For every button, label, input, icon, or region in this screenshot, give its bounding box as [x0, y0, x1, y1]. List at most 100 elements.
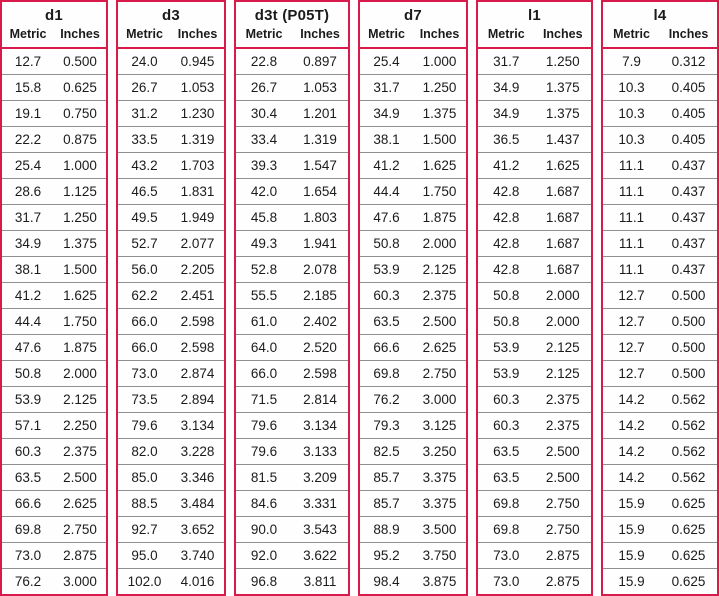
inches-value: 1.750: [422, 184, 457, 199]
metric-value: 95.2: [373, 548, 400, 563]
metric-value: 41.2: [493, 158, 520, 173]
table-row: 55.5 2.185: [236, 282, 348, 308]
metric-value: 30.4: [250, 106, 278, 121]
metric-value: 26.7: [131, 80, 158, 95]
inches-value: 3.134: [303, 418, 337, 433]
table-row: 41.2 1.625: [2, 282, 106, 308]
column-group-4: l1 Metric Inches 31.7 1.250 34.9 1.375 34.9 1.37…: [476, 0, 593, 596]
metric-value: 25.4: [14, 158, 42, 173]
inches-value: 3.740: [180, 548, 215, 563]
inches-value: 3.500: [422, 522, 457, 537]
metric-value: 31.7: [493, 54, 520, 69]
inches-value: 2.375: [422, 288, 457, 303]
metric-value: 55.5: [250, 288, 278, 303]
metric-value: 14.2: [618, 392, 645, 407]
table-row: 73.0 2.874: [118, 360, 224, 386]
group-title: d3t (P05T): [254, 7, 330, 24]
inches-value: 2.185: [303, 288, 337, 303]
inches-value: 2.500: [545, 444, 580, 459]
inches-value: 1.000: [63, 158, 97, 173]
metric-value: 79.6: [250, 444, 278, 459]
metric-value: 7.9: [622, 54, 641, 69]
inches-value: 1.687: [545, 184, 580, 199]
table-row: 19.1 0.750: [2, 100, 106, 126]
inches-value: 2.125: [545, 366, 580, 381]
metric-value: 84.6: [250, 496, 278, 511]
inches-value: 2.874: [180, 366, 215, 381]
table-row: 73.0 2.875: [2, 542, 106, 568]
inches-header: Inches: [300, 27, 340, 41]
table-row: 60.3 2.375: [478, 386, 591, 412]
inches-value: 2.000: [63, 366, 97, 381]
metric-value: 33.4: [250, 132, 278, 147]
table-row: 53.9 2.125: [360, 256, 466, 282]
inches-value: 1.000: [422, 54, 457, 69]
table-row: 11.1 0.437: [603, 230, 717, 256]
table-row: 52.8 2.078: [236, 256, 348, 282]
table-row: 34.9 1.375: [2, 230, 106, 256]
group-header: d3 Metric Inches: [118, 2, 224, 49]
table-row: 25.4 1.000: [2, 152, 106, 178]
metric-value: 22.8: [250, 54, 278, 69]
inches-value: 3.652: [180, 522, 215, 537]
group-header: d3t (P05T) Metric Inches: [236, 2, 348, 49]
inches-value: 1.375: [422, 106, 457, 121]
table-row: 11.1 0.437: [603, 152, 717, 178]
inches-header: Inches: [419, 27, 460, 41]
metric-value: 82.0: [131, 444, 158, 459]
table-row: 31.2 1.230: [118, 100, 224, 126]
table-row: 50.8 2.000: [478, 308, 591, 334]
table-row: 92.7 3.652: [118, 516, 224, 542]
metric-value: 85.0: [131, 470, 158, 485]
inches-value: 2.125: [545, 340, 580, 355]
inches-value: 1.687: [545, 236, 580, 251]
group-title: d1: [45, 7, 63, 24]
table-row: 69.8 2.750: [478, 490, 591, 516]
inches-value: 0.437: [671, 184, 706, 199]
metric-value: 14.2: [618, 418, 645, 433]
table-row: 79.6 3.133: [236, 438, 348, 464]
metric-value: 102.0: [127, 574, 162, 589]
inches-value: 2.077: [180, 236, 215, 251]
metric-value: 57.1: [14, 418, 42, 433]
metric-value: 56.0: [131, 262, 158, 277]
table-row: 82.0 3.228: [118, 438, 224, 464]
table-row: 25.4 1.000: [360, 49, 466, 74]
inches-value: 3.622: [303, 548, 337, 563]
table-row: 69.8 2.750: [2, 516, 106, 542]
metric-value: 63.5: [373, 314, 400, 329]
inches-value: 3.811: [303, 574, 337, 589]
inches-value: 0.562: [671, 470, 706, 485]
table-row: 95.0 3.740: [118, 542, 224, 568]
metric-value: 34.9: [14, 236, 42, 251]
inches-value: 2.500: [545, 470, 580, 485]
metric-value: 33.5: [131, 132, 158, 147]
table-row: 38.1 1.500: [360, 126, 466, 152]
inches-value: 3.375: [422, 496, 457, 511]
inches-value: 0.437: [671, 262, 706, 277]
metric-value: 88.9: [373, 522, 400, 537]
table-row: 79.6 3.134: [118, 412, 224, 438]
group-title: d7: [404, 7, 422, 24]
inches-value: 3.346: [180, 470, 215, 485]
table-row: 85.7 3.375: [360, 490, 466, 516]
table-row: 63.5 2.500: [360, 308, 466, 334]
table-row: 12.7 0.500: [603, 282, 717, 308]
group-header: d7 Metric Inches: [360, 2, 466, 49]
inches-value: 1.319: [180, 132, 215, 147]
inches-value: 4.016: [180, 574, 215, 589]
inches-value: 2.125: [63, 392, 97, 407]
table-row: 36.5 1.437: [478, 126, 591, 152]
inches-value: 3.133: [303, 444, 337, 459]
inches-value: 3.484: [180, 496, 215, 511]
inches-value: 0.562: [671, 392, 706, 407]
rows-container: 22.8 0.897 26.7 1.053 30.4 1.201 33.4 1.319 39.3…: [236, 49, 348, 594]
inches-value: 2.894: [180, 392, 215, 407]
table-row: 10.3 0.405: [603, 126, 717, 152]
table-row: 42.8 1.687: [478, 256, 591, 282]
metric-value: 34.9: [373, 106, 400, 121]
metric-value: 85.7: [373, 496, 400, 511]
inches-value: 0.562: [671, 444, 706, 459]
table-row: 46.5 1.831: [118, 178, 224, 204]
inches-value: 0.625: [671, 574, 706, 589]
